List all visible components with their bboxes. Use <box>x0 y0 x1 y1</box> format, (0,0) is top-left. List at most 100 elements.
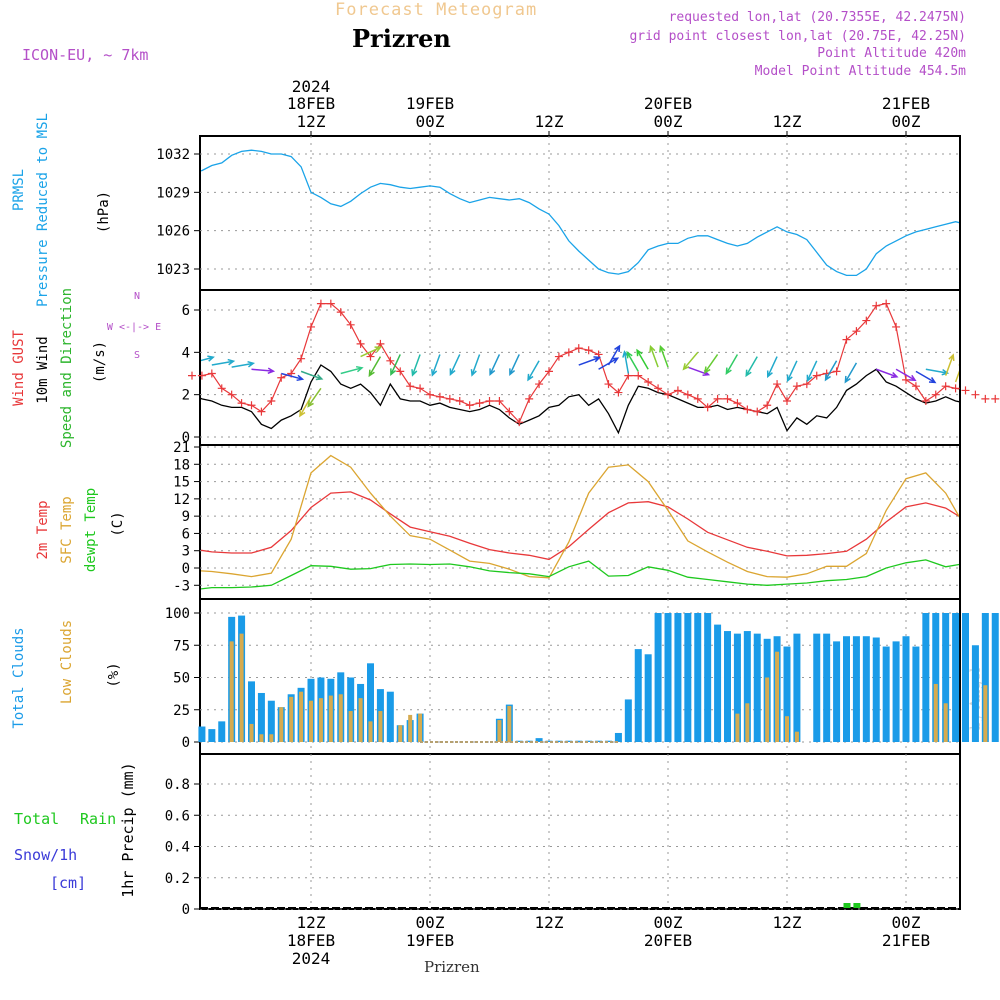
gust-marker <box>842 335 851 344</box>
gust-marker <box>812 371 821 380</box>
total-cloud-bar <box>813 633 821 742</box>
top-hour-label-2: 12Z <box>535 112 564 131</box>
wind-unit: (m/s) <box>92 341 108 383</box>
bottom-date-label-1: 19FEB <box>406 931 454 950</box>
gust-marker <box>902 375 910 384</box>
gust-marker <box>416 384 425 393</box>
temp-unit: (C) <box>110 511 126 536</box>
total-cloud-bar <box>833 641 841 742</box>
panel-frame-1 <box>199 289 961 446</box>
gust-marker <box>197 371 206 380</box>
snow-label: Snow/1h <box>14 846 77 864</box>
wind-arrow-6 <box>299 396 312 418</box>
total-cloud-bar <box>605 740 612 742</box>
total-cloud-bar <box>545 740 553 742</box>
wind-arrow-20 <box>598 357 620 370</box>
gust-label: Wind GUST <box>11 330 27 406</box>
total-cloud-bar <box>535 738 543 742</box>
total-cloud-bar <box>872 637 880 742</box>
total-cloud-bar <box>942 613 950 742</box>
total-cloud-bar <box>892 641 900 742</box>
gust-marker <box>346 320 355 329</box>
total-cloud-bar <box>367 663 374 742</box>
wind-arrow-41 <box>944 353 955 376</box>
gust-marker <box>307 322 315 331</box>
low-cloud-bar <box>418 713 423 742</box>
wind-arrow-19 <box>578 356 602 366</box>
gust-marker <box>356 339 365 348</box>
total-cloud-bar <box>525 740 533 742</box>
point-altitude: Point Altitude 420m <box>817 46 966 61</box>
rain-bar-0 <box>843 903 851 908</box>
y-tick-label-1-3: 0 <box>182 430 190 446</box>
low-cloud-bar <box>378 711 383 742</box>
wind-arrow-33 <box>786 360 798 383</box>
panel-frame-4 <box>199 753 961 910</box>
wind-arrow-5 <box>300 370 324 381</box>
y-tick-label-0-2: 1026 <box>156 224 190 240</box>
bottom-date-label-5: 21FEB <box>882 931 930 950</box>
gust-marker <box>673 386 682 395</box>
low-cloud-bar <box>338 694 343 742</box>
y-tick-label-3-4: 0 <box>182 735 190 751</box>
total-cloud-bar <box>624 699 632 742</box>
pressure-label-1: PRMSL <box>11 169 27 211</box>
total-cloud-bar <box>823 633 831 742</box>
sfc-temp-label: SFC Temp <box>59 496 75 563</box>
total-cloud-bar <box>386 691 394 742</box>
gust-marker <box>792 382 801 391</box>
top-hour-label-5: 00Z <box>892 112 921 131</box>
gust-marker <box>654 384 663 393</box>
y-tick-label-2-0: 21 <box>173 440 190 456</box>
wind-arrow-34 <box>806 360 818 383</box>
dewpt-temp-line <box>201 559 959 590</box>
y-tick-label-3-0: 100 <box>165 606 190 622</box>
panel-frame-0 <box>199 135 961 291</box>
gust-marker <box>604 380 613 389</box>
gust-marker <box>545 367 553 376</box>
total-cloud-bar <box>267 700 275 742</box>
bottom-hour-label-1: 00Z <box>416 913 445 932</box>
temp2m-label: 2m Temp <box>35 500 51 559</box>
gust-marker <box>723 394 732 403</box>
gust-marker <box>366 352 375 361</box>
gust-marker <box>862 316 871 325</box>
gust-marker <box>237 399 246 408</box>
gust-marker <box>564 348 573 357</box>
footer-location: Prizren <box>424 958 480 976</box>
y-tick-label-0-3: 1023 <box>156 262 190 278</box>
y-tick-label-2-5: 6 <box>182 526 190 542</box>
pressure-line <box>201 149 959 277</box>
total-cloud-bar <box>971 645 979 742</box>
gust-marker <box>892 322 901 331</box>
wind-arrow-36 <box>844 362 858 384</box>
panel-frame-2 <box>199 444 961 600</box>
total-cloud-bar <box>347 677 355 742</box>
wind-arrow-35 <box>824 360 838 382</box>
y-tick-label-0-0: 1032 <box>156 147 190 163</box>
gust-marker <box>396 367 405 376</box>
gust-marker <box>386 356 395 365</box>
y-tick-label-1-1: 4 <box>182 345 190 361</box>
gust-marker <box>426 390 434 399</box>
total-label: Total <box>14 810 59 828</box>
model-altitude: Model Point Altitude 454.5m <box>754 64 966 79</box>
y-tick-label-2-4: 9 <box>182 509 190 525</box>
gust-marker <box>515 418 524 427</box>
pressure-label-2: Pressure Reduced to MSL <box>35 113 51 307</box>
total-cloud-bar <box>783 646 791 742</box>
gust-marker <box>207 369 216 378</box>
top-hour-label-4: 12Z <box>773 112 802 131</box>
gust-marker <box>406 382 415 391</box>
wind-arrow-32 <box>766 356 778 379</box>
wind-arrow-39 <box>915 370 937 384</box>
gust-marker <box>743 405 752 414</box>
y-tick-label-3-1: 75 <box>173 638 190 654</box>
wind-arrow-9 <box>360 346 383 358</box>
low-cloud-bar <box>745 703 750 742</box>
total-cloud-bar <box>843 636 850 742</box>
low-cloud-bar <box>318 698 323 742</box>
low-cloud-bar <box>398 725 403 742</box>
gust-marker <box>763 401 772 410</box>
gust-marker <box>445 394 454 403</box>
